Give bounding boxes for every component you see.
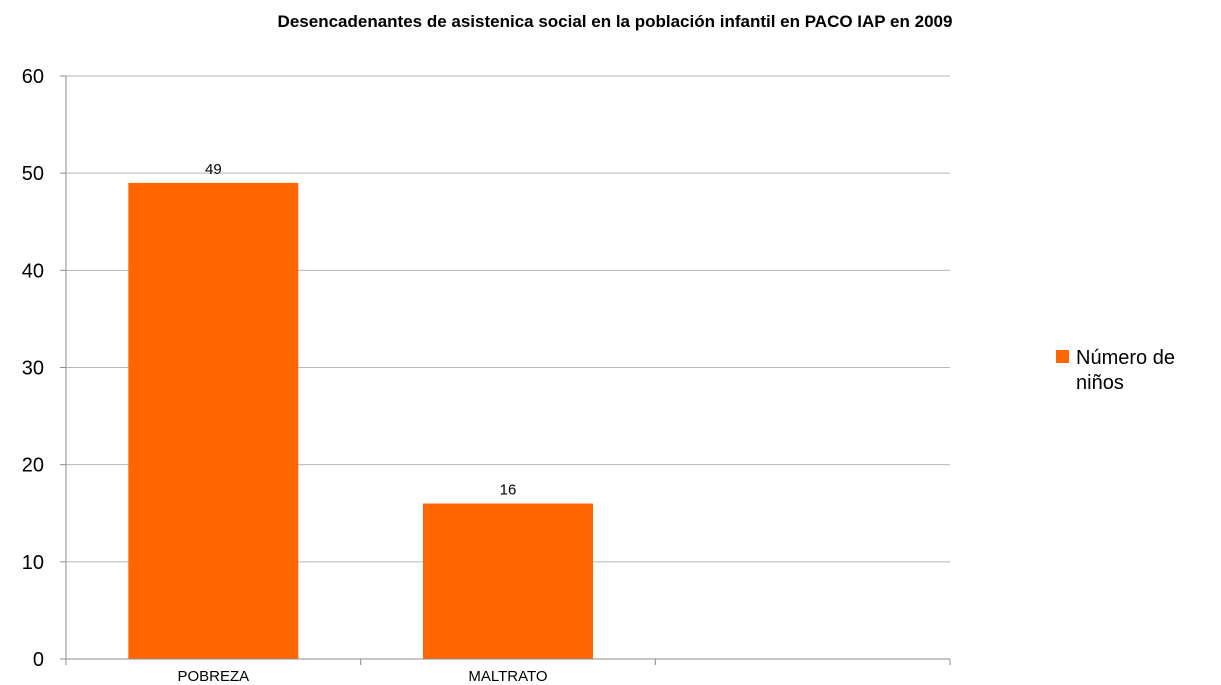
y-tick-label: 50 bbox=[22, 163, 44, 185]
legend-swatch bbox=[1056, 350, 1069, 363]
chart-title: Desencadenantes de asistenica social en … bbox=[278, 12, 953, 31]
x-category-label: MALTRATO bbox=[468, 668, 547, 685]
labels: 0 10 20 30 40 50 60 49 POBREZA 16 MALTRATO bbox=[22, 66, 548, 685]
bar-pobreza bbox=[128, 182, 299, 659]
bars bbox=[128, 182, 593, 659]
legend: Número de niños bbox=[1056, 347, 1175, 394]
y-tick-label: 10 bbox=[22, 552, 44, 574]
y-tick-label: 30 bbox=[22, 358, 44, 380]
y-tick-label: 0 bbox=[33, 649, 44, 671]
data-label: 16 bbox=[500, 482, 517, 499]
x-category-label: POBREZA bbox=[177, 668, 249, 685]
legend-label-line-2: niños bbox=[1076, 372, 1124, 394]
y-tick-label: 40 bbox=[22, 260, 44, 282]
data-label: 49 bbox=[205, 161, 222, 178]
bar-maltrato bbox=[423, 503, 593, 659]
axes bbox=[60, 75, 951, 665]
legend-label-line-1: Número de bbox=[1076, 347, 1175, 369]
y-tick-label: 20 bbox=[22, 455, 44, 477]
y-tick-label: 60 bbox=[22, 66, 44, 88]
